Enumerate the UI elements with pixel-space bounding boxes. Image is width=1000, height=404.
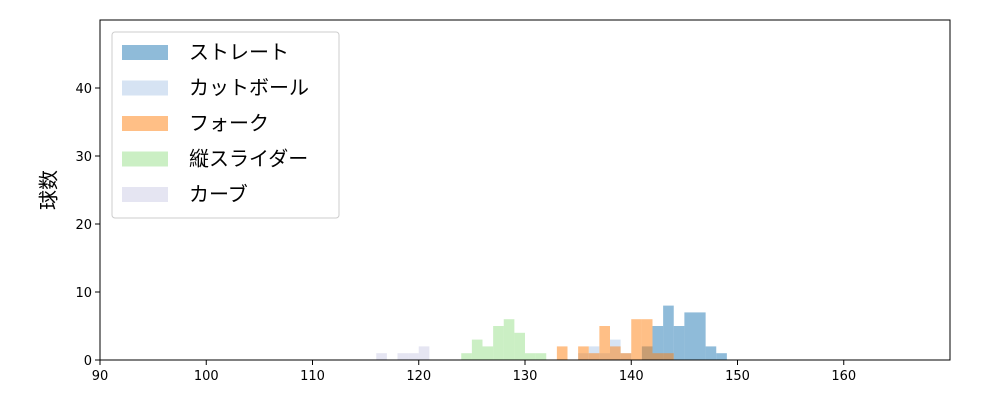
histogram-bar [641, 319, 653, 360]
histogram-bar [556, 346, 568, 360]
histogram-bar [610, 346, 621, 360]
histogram-bar [397, 353, 409, 360]
legend-swatch [122, 80, 168, 96]
legend-label: フォーク [189, 111, 269, 135]
x-tick-label: 110 [300, 369, 325, 384]
histogram-bar [673, 326, 685, 360]
histogram-bar [716, 353, 727, 360]
y-tick-label: 10 [75, 286, 92, 301]
histogram-bar [578, 346, 589, 360]
histogram-bar [705, 346, 717, 360]
histogram-bar [471, 339, 483, 360]
histogram-bar [684, 312, 695, 360]
histogram-bar [376, 353, 387, 360]
x-tick-label: 100 [194, 369, 219, 384]
y-tick-label: 20 [75, 218, 92, 233]
histogram-bar [493, 326, 504, 360]
histogram-bar [663, 353, 674, 360]
histogram-bar [482, 346, 494, 360]
histogram-bar [631, 319, 642, 360]
y-axis-label: 球数 [37, 170, 61, 210]
legend-swatch [122, 116, 168, 131]
legend-label: カーブ [189, 182, 248, 206]
x-tick-label: 130 [513, 369, 538, 384]
y-tick-label: 0 [84, 354, 92, 369]
y-tick-label: 30 [75, 150, 92, 165]
legend-label: ストレート [189, 40, 289, 64]
histogram-bar [418, 346, 430, 360]
y-tick-label: 40 [75, 82, 92, 97]
x-tick-label: 160 [831, 369, 856, 384]
histogram-bar [461, 353, 472, 360]
histogram-bar [535, 353, 547, 360]
histogram-bar [588, 353, 600, 360]
histogram-bar [663, 305, 674, 360]
histogram-bar [652, 326, 664, 360]
legend-box [111, 31, 340, 219]
legend-swatch [122, 187, 168, 202]
histogram-bar [695, 312, 706, 360]
histogram-bar [620, 353, 632, 360]
legend-label: 縦スライダー [189, 147, 308, 171]
histogram-bar [652, 353, 664, 360]
histogram-bar [503, 319, 515, 360]
x-tick-label: 90 [92, 369, 109, 384]
histogram-bar [525, 353, 536, 360]
x-tick-label: 120 [406, 369, 431, 384]
histogram-bar [599, 326, 610, 360]
x-tick-label: 140 [619, 369, 644, 384]
legend-swatch [122, 45, 168, 60]
x-tick-label: 150 [725, 369, 750, 384]
legend-swatch [122, 151, 168, 167]
histogram-bar [514, 332, 525, 360]
legend-label: カットボール [189, 76, 309, 100]
histogram-bar [408, 353, 419, 360]
